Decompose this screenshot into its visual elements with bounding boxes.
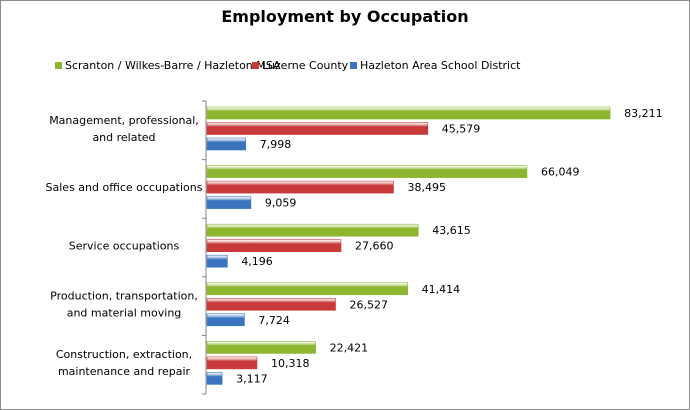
bar-luzerne xyxy=(206,239,342,252)
data-label: 45,579 xyxy=(442,123,481,136)
bar-msa xyxy=(206,223,419,237)
data-label: 66,049 xyxy=(541,166,580,179)
data-label: 22,421 xyxy=(330,341,369,354)
data-label: 9,059 xyxy=(265,197,297,210)
data-label: 4,196 xyxy=(241,255,272,268)
bar-hasd xyxy=(206,137,247,151)
legend-item-msa: Scranton / Wilkes-Barre / Hazleton MSA xyxy=(55,59,280,72)
bar-luzerne xyxy=(206,297,336,311)
data-label: 26,527 xyxy=(350,298,389,311)
legend-item-hasd: Hazleton Area School District xyxy=(350,59,520,72)
chart-title: Employment by Occupation xyxy=(221,7,469,26)
legend-swatch xyxy=(252,62,259,69)
bar-msa xyxy=(206,282,408,296)
category-label: Service occupations xyxy=(69,240,180,253)
bar-hasd xyxy=(206,313,245,327)
legend-label: Scranton / Wilkes-Barre / Hazleton MSA xyxy=(65,59,281,72)
bar-msa xyxy=(206,165,528,178)
bar-hasd xyxy=(206,372,223,385)
bar-luzerne xyxy=(206,122,429,135)
data-label: 7,998 xyxy=(260,138,292,151)
category-label: Sales and office occupations xyxy=(46,181,203,194)
data-label: 3,117 xyxy=(236,372,268,385)
bar-msa xyxy=(206,106,611,120)
data-label: 41,414 xyxy=(422,283,461,296)
legend-label: Hazleton Area School District xyxy=(360,59,521,72)
legend-label: Luzerne County xyxy=(262,59,349,72)
bar-msa xyxy=(206,341,316,354)
bar-luzerne xyxy=(206,180,394,194)
legend-swatch xyxy=(55,62,62,69)
category-label: Construction, extraction, maintenance and… xyxy=(56,348,192,378)
data-label: 10,318 xyxy=(271,357,310,370)
bar-hasd xyxy=(206,196,252,209)
data-label: 83,211 xyxy=(624,107,663,120)
legend-swatch xyxy=(350,62,357,69)
legend-item-luzerne: Luzerne County xyxy=(252,59,348,72)
data-label: 43,615 xyxy=(432,224,471,237)
data-label: 7,724 xyxy=(258,314,290,327)
bar-hasd xyxy=(206,254,228,268)
data-label: 27,660 xyxy=(355,240,394,253)
data-label: 38,495 xyxy=(407,181,446,194)
bar-luzerne xyxy=(206,356,258,370)
category-label: Management, professional, and related xyxy=(49,114,199,144)
category-label: Production, transportation, and material … xyxy=(50,290,198,320)
